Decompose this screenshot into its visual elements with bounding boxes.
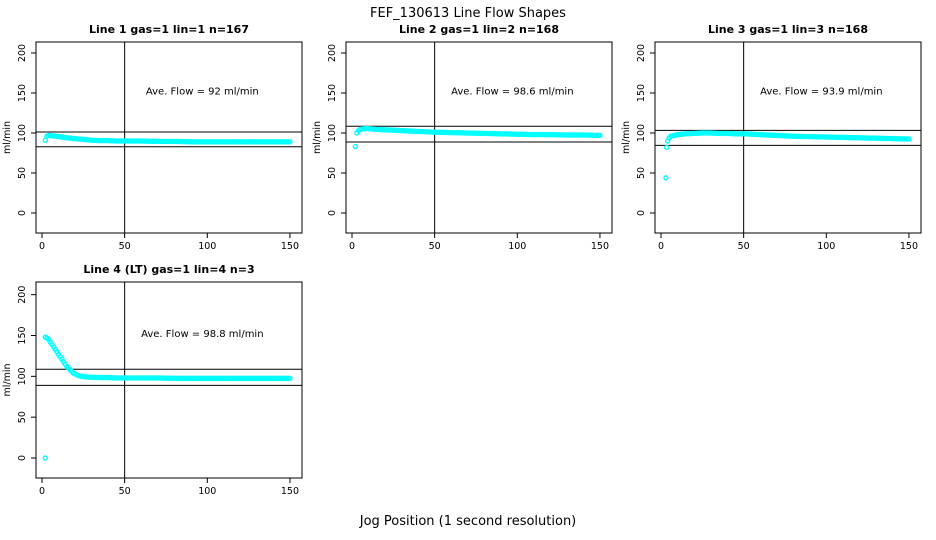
y-tick-label: 200 — [17, 286, 28, 304]
panel-title: Line 4 (LT) gas=1 lin=4 n=3 — [83, 263, 254, 276]
x-tick-label: 150 — [281, 486, 299, 497]
y-tick-label: 100 — [17, 367, 28, 385]
panel-title: Line 3 gas=1 lin=3 n=168 — [708, 23, 868, 36]
y-tick-label: 50 — [327, 167, 338, 179]
panel-box — [654, 41, 922, 234]
y-tick-label: 50 — [17, 411, 28, 423]
y-tick-label: 150 — [327, 84, 338, 102]
x-tick-label: 50 — [429, 241, 441, 252]
ave-flow-annotation: Ave. Flow = 92 ml/min — [146, 87, 259, 98]
y-tick-label: 0 — [17, 210, 28, 216]
y-axis-label: ml/min — [2, 121, 13, 154]
y-tick-label: 0 — [17, 455, 28, 461]
x-tick-label: 0 — [39, 486, 45, 497]
outlier-point — [663, 175, 669, 181]
x-tick-label: 100 — [817, 241, 835, 252]
x-tick-label: 100 — [198, 241, 216, 252]
x-tick-label: 150 — [900, 241, 918, 252]
panel-box — [35, 41, 303, 234]
y-axis-label: ml/min — [2, 363, 13, 396]
x-tick-label: 50 — [738, 241, 750, 252]
x-axis-label: Jog Position (1 second resolution) — [359, 514, 577, 529]
x-tick-label: 150 — [591, 241, 609, 252]
y-tick-label: 200 — [636, 44, 647, 62]
data-point — [287, 139, 293, 145]
y-tick-label: 0 — [636, 210, 647, 216]
x-tick-label: 50 — [119, 486, 131, 497]
x-tick-label: 50 — [119, 241, 131, 252]
data-point — [906, 136, 912, 142]
y-tick-label: 200 — [17, 44, 28, 62]
y-axis-label: ml/min — [312, 121, 323, 154]
y-tick-label: 0 — [327, 210, 338, 216]
outlier-point — [42, 455, 49, 461]
x-tick-label: 0 — [658, 241, 664, 252]
data-point — [287, 375, 293, 382]
y-tick-label: 50 — [636, 167, 647, 179]
y-tick-label: 200 — [327, 44, 338, 62]
panel-title: Line 2 gas=1 lin=2 n=168 — [399, 23, 559, 36]
outlier-point — [664, 144, 670, 151]
panel-box — [35, 281, 303, 479]
ave-flow-annotation: Ave. Flow = 98.8 ml/min — [141, 329, 263, 340]
y-tick-label: 150 — [17, 326, 28, 344]
y-tick-label: 150 — [17, 84, 28, 102]
panel-box — [345, 41, 613, 234]
x-tick-label: 0 — [349, 241, 355, 252]
y-tick-label: 100 — [636, 124, 647, 142]
main-title: FEF_130613 Line Flow Shapes — [370, 6, 566, 21]
panel-title: Line 1 gas=1 lin=1 n=167 — [89, 23, 249, 36]
outlier-point — [352, 143, 359, 150]
data-point — [597, 132, 603, 139]
x-tick-label: 0 — [39, 241, 45, 252]
y-axis-label: ml/min — [621, 121, 632, 154]
x-tick-label: 150 — [281, 241, 299, 252]
y-tick-label: 100 — [17, 124, 28, 142]
x-tick-label: 100 — [198, 486, 216, 497]
ave-flow-annotation: Ave. Flow = 93.9 ml/min — [760, 87, 882, 98]
outlier-point — [42, 137, 49, 143]
y-tick-label: 150 — [636, 84, 647, 102]
ave-flow-annotation: Ave. Flow = 98.6 ml/min — [451, 87, 573, 98]
x-tick-label: 100 — [508, 241, 526, 252]
y-tick-label: 50 — [17, 167, 28, 179]
y-tick-label: 100 — [327, 124, 338, 142]
